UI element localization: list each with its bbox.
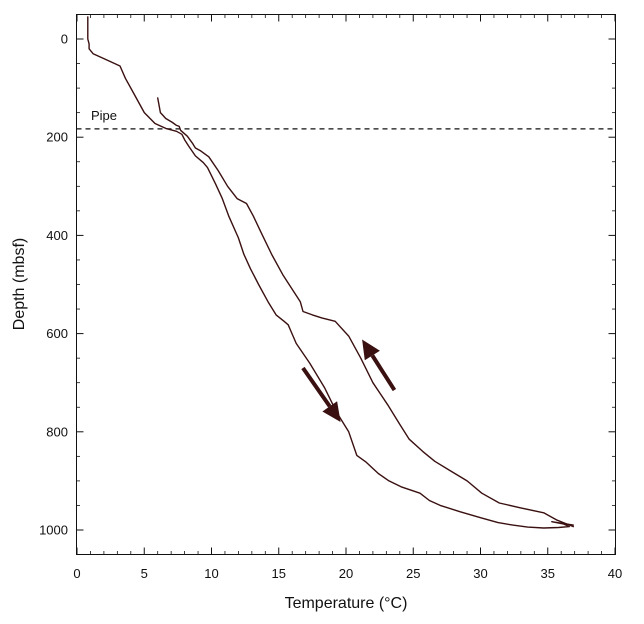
series-line-1 bbox=[87, 16, 574, 529]
y-tick-label: 1000 bbox=[39, 523, 68, 538]
y-tick-label: 600 bbox=[46, 326, 68, 341]
x-axis-title: Temperature (°C) bbox=[285, 595, 408, 612]
y-tick-label: 400 bbox=[46, 228, 68, 243]
x-tick-label: 30 bbox=[473, 566, 487, 581]
x-tick-label: 0 bbox=[73, 566, 80, 581]
x-tick-label: 10 bbox=[204, 566, 218, 581]
arrow-down-head bbox=[322, 401, 341, 422]
x-tick-label: 40 bbox=[608, 566, 622, 581]
axis-ticks bbox=[76, 14, 616, 555]
series-group bbox=[87, 16, 574, 529]
arrow-down-shaft bbox=[301, 366, 332, 408]
pipe-label: Pipe bbox=[91, 108, 117, 123]
x-tick-label: 25 bbox=[406, 566, 420, 581]
x-tick-label: 5 bbox=[141, 566, 148, 581]
x-tick-label: 35 bbox=[541, 566, 555, 581]
arrow-up-head bbox=[362, 339, 380, 361]
y-tick-label: 800 bbox=[46, 424, 68, 439]
y-axis-title: Depth (mbsf) bbox=[11, 238, 28, 330]
x-tick-label: 15 bbox=[272, 566, 286, 581]
arrow-up-shaft bbox=[370, 354, 397, 392]
y-tick-label: 200 bbox=[46, 130, 68, 145]
y-tick-label: 0 bbox=[61, 32, 68, 47]
plot-frame bbox=[76, 14, 616, 555]
series-line-2 bbox=[156, 97, 574, 528]
arrow-group bbox=[301, 339, 397, 422]
x-tick-label: 20 bbox=[339, 566, 353, 581]
